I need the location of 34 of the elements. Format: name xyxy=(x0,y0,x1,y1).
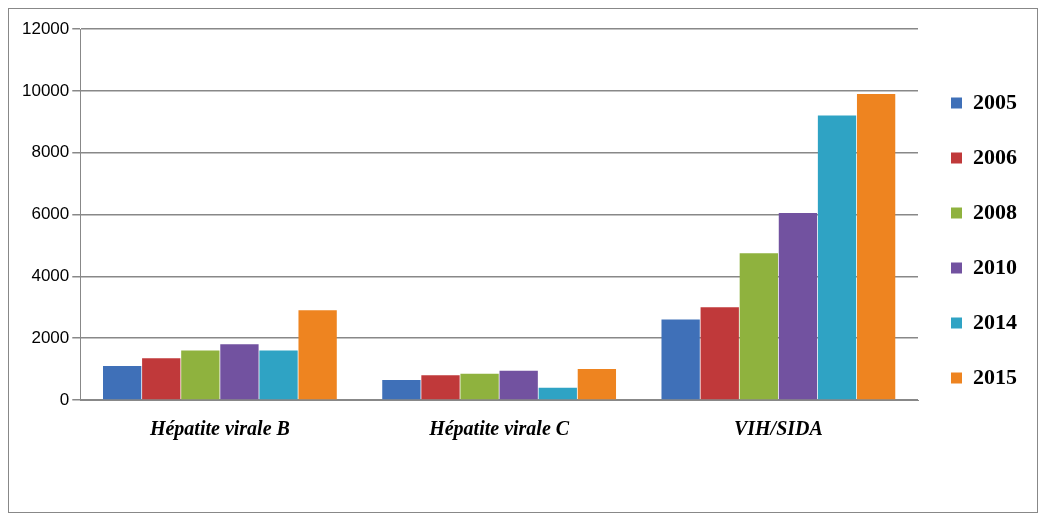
bar xyxy=(778,212,818,400)
legend-label: 2010 xyxy=(973,253,1017,279)
bar xyxy=(103,365,142,400)
legend-label: 2014 xyxy=(973,308,1017,334)
y-tick-label: 0 xyxy=(59,389,70,409)
x-tick-label: VIH/SIDA xyxy=(733,417,823,440)
legend-label: 2005 xyxy=(973,88,1017,114)
y-tick-label: 2000 xyxy=(31,327,70,347)
y-tick-label: 4000 xyxy=(31,266,70,286)
x-tick-label: Hépatite virale B xyxy=(148,417,290,441)
bar xyxy=(220,344,259,400)
bar xyxy=(259,350,298,400)
y-tick-label: 10000 xyxy=(21,80,70,100)
bar xyxy=(661,319,700,400)
bar xyxy=(577,369,617,400)
y-tick-label: 8000 xyxy=(31,142,70,162)
x-tick-label: Hépatite virale C xyxy=(428,417,570,441)
bar xyxy=(298,310,337,400)
bar xyxy=(460,373,499,400)
bar xyxy=(856,93,896,400)
bar xyxy=(181,350,220,400)
legend-label: 2008 xyxy=(973,198,1017,224)
bar xyxy=(700,307,739,400)
legend-label: 2015 xyxy=(973,363,1017,389)
bar xyxy=(817,115,857,400)
bar xyxy=(382,379,421,400)
bar xyxy=(538,387,577,400)
bar xyxy=(739,253,778,400)
y-tick-label: 6000 xyxy=(31,204,70,224)
y-tick-label: 12000 xyxy=(21,18,70,38)
legend-label: 2006 xyxy=(973,143,1017,169)
bar xyxy=(499,370,538,400)
bar xyxy=(142,358,181,400)
bar xyxy=(421,375,460,400)
